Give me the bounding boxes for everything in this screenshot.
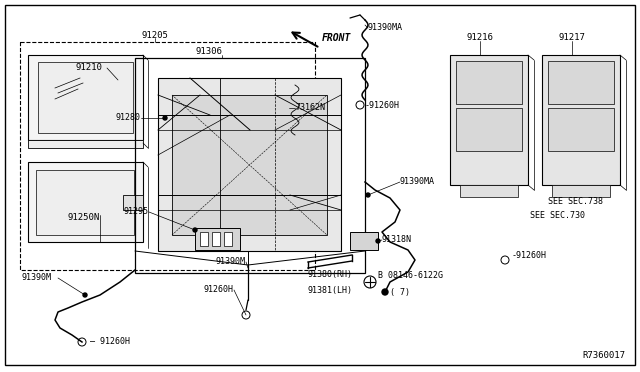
Text: 91217: 91217 (559, 33, 586, 42)
Text: 73162N: 73162N (295, 103, 325, 112)
Text: — 91260H: — 91260H (90, 337, 130, 346)
Text: SEE SEC.738: SEE SEC.738 (548, 198, 603, 206)
Text: 91390MA: 91390MA (368, 23, 403, 32)
Text: B 08146-6122G: B 08146-6122G (378, 270, 443, 279)
Text: -91260H: -91260H (365, 100, 400, 109)
Text: 91381(LH): 91381(LH) (308, 285, 353, 295)
Bar (456, 108, 522, 151)
Bar (36, 170, 134, 235)
Circle shape (193, 228, 197, 232)
Bar (28, 55, 143, 140)
Text: 91390MA: 91390MA (400, 177, 435, 186)
Text: 91205: 91205 (141, 31, 168, 39)
Circle shape (366, 193, 370, 197)
Bar (158, 78, 341, 251)
Text: 91390M: 91390M (22, 273, 52, 282)
Text: 91306: 91306 (195, 48, 222, 57)
Bar (200, 232, 208, 246)
Bar (135, 58, 365, 273)
Text: -91260H: -91260H (512, 250, 547, 260)
Bar (552, 185, 610, 197)
Text: 91260H: 91260H (203, 285, 233, 295)
Bar (350, 232, 378, 250)
Bar (20, 42, 315, 270)
Text: 91280: 91280 (115, 113, 140, 122)
Bar (460, 185, 518, 197)
Bar (548, 61, 614, 104)
Bar (450, 55, 528, 185)
Text: 91380(RH): 91380(RH) (308, 270, 353, 279)
Bar (224, 232, 232, 246)
Text: 91216: 91216 (467, 33, 493, 42)
Text: ( 7): ( 7) (390, 288, 410, 296)
Bar (212, 232, 220, 246)
Bar (542, 55, 620, 185)
Bar (548, 108, 614, 151)
Text: FRONT: FRONT (322, 33, 351, 43)
Circle shape (376, 239, 380, 243)
Circle shape (83, 293, 87, 297)
Text: 91295: 91295 (123, 208, 148, 217)
Text: R7360017: R7360017 (582, 350, 625, 359)
Bar (456, 61, 522, 104)
Bar (38, 62, 133, 133)
Text: 91250N: 91250N (68, 214, 100, 222)
Text: 91390M: 91390M (215, 257, 245, 266)
Bar (28, 140, 143, 148)
Circle shape (163, 116, 167, 120)
Bar (195, 228, 240, 250)
Bar (28, 162, 143, 242)
Text: 91210: 91210 (75, 64, 102, 73)
Text: 91318N: 91318N (382, 235, 412, 244)
Circle shape (382, 289, 388, 295)
Bar (123, 195, 143, 210)
Bar (172, 95, 327, 235)
Text: SEE SEC.730: SEE SEC.730 (530, 211, 585, 219)
